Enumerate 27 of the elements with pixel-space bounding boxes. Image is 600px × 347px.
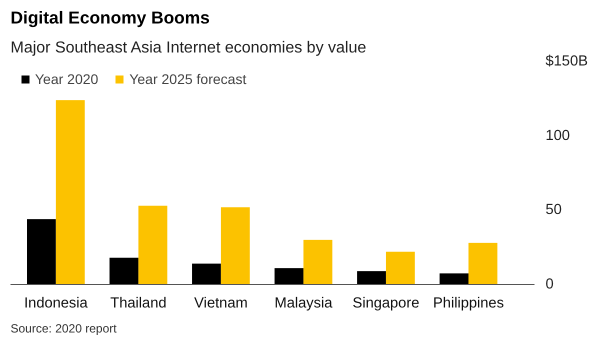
x-tick-label: Indonesia [24, 296, 89, 312]
legend-label: Year 2025 forecast [129, 71, 246, 87]
chart-title: Digital Economy Booms [10, 8, 210, 28]
bar [386, 252, 415, 284]
x-tick-label: Philippines [433, 296, 504, 312]
bar [192, 264, 221, 284]
y-tick-label: $150B [546, 54, 588, 70]
y-tick-label: 100 [546, 128, 570, 144]
y-tick-label: 0 [546, 276, 554, 292]
legend-label: Year 2020 [35, 71, 98, 87]
chart-subtitle: Major Southeast Asia Internet economies by value [10, 40, 366, 56]
bar [440, 273, 468, 284]
bar [138, 206, 168, 284]
bar [110, 258, 138, 284]
source-note: Source: 2020 report [10, 322, 118, 336]
bar [357, 271, 386, 284]
bar [468, 242, 498, 284]
bar [56, 100, 85, 284]
bar [220, 207, 250, 284]
bar [303, 240, 332, 284]
x-tick-label: Singapore [352, 296, 420, 312]
y-tick-label: 50 [546, 202, 562, 218]
x-tick-label: Thailand [110, 296, 167, 312]
bar [27, 219, 56, 284]
x-tick-label: Vietnam [194, 296, 248, 312]
bar [274, 268, 304, 284]
x-tick-label: Malaysia [274, 296, 334, 312]
